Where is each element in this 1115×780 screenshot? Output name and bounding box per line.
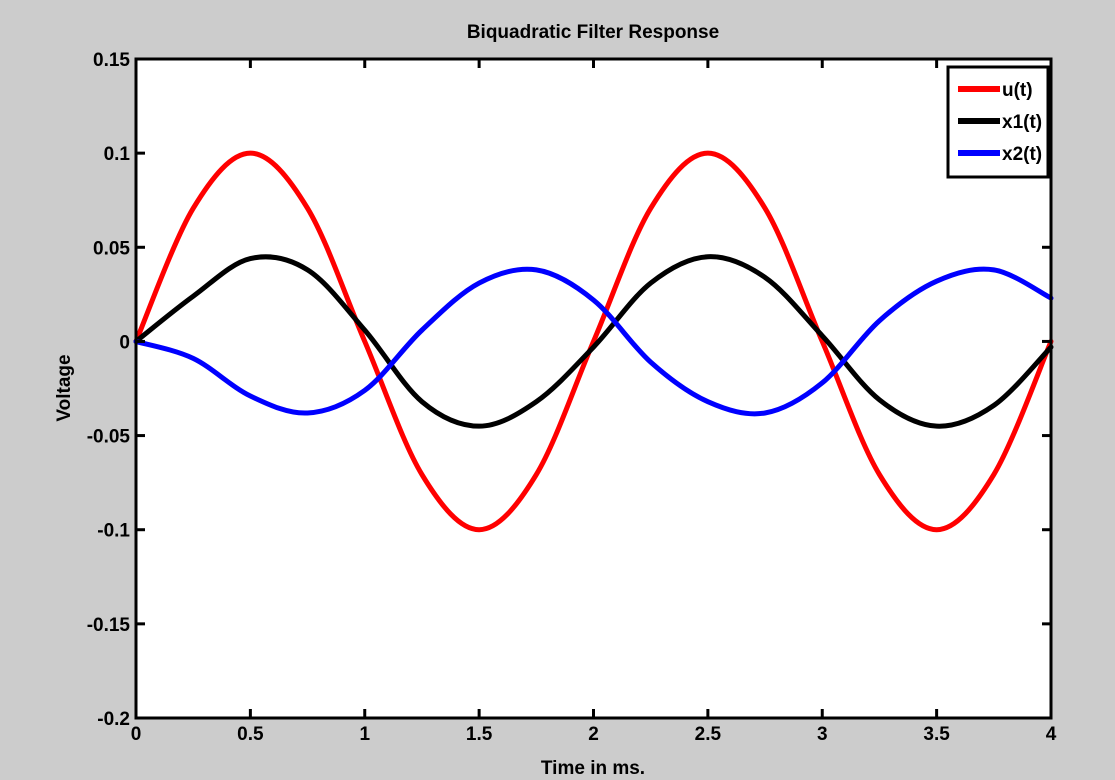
x-tick-label: 4 [1046, 724, 1057, 745]
y-axis-label: Voltage [54, 354, 75, 421]
legend-label-1: u(t) [1002, 80, 1033, 101]
series-line-1 [133, 150, 1054, 533]
x-tick-label: 0.5 [237, 724, 264, 745]
y-tick-label: -0.15 [87, 615, 131, 636]
y-tick-label: 0 [119, 332, 130, 353]
series-layer [133, 150, 1054, 533]
y-tick-label: 0.1 [104, 144, 131, 165]
y-tick-label: -0.2 [97, 709, 130, 730]
x-tick-label: 2 [588, 724, 599, 745]
y-tick-label: -0.05 [87, 427, 131, 448]
series-line-3 [133, 266, 1054, 417]
y-tick-label: -0.1 [97, 521, 130, 542]
x-tick-label: 3.5 [923, 724, 950, 745]
series-line-2 [133, 254, 1054, 429]
x-axis-label: Time in ms. [541, 758, 645, 779]
x-tick-label: 2.5 [695, 724, 722, 745]
plot-frame [134, 57, 1053, 720]
x-tick-label: 1.5 [466, 724, 493, 745]
x-tick-label: 1 [359, 724, 370, 745]
x-tick-label: 3 [817, 724, 828, 745]
y-tick-label: 0.15 [93, 50, 130, 71]
legend: u(t) x1(t) x2(t) [946, 65, 1050, 179]
plot-area [136, 59, 1051, 718]
chart-title: Biquadratic Filter Response [467, 22, 719, 43]
x-tick-label: 0 [131, 724, 142, 745]
legend-label-2: x1(t) [1002, 112, 1042, 133]
legend-label-3: x2(t) [1002, 144, 1042, 165]
y-tick-label: 0.05 [93, 238, 130, 259]
